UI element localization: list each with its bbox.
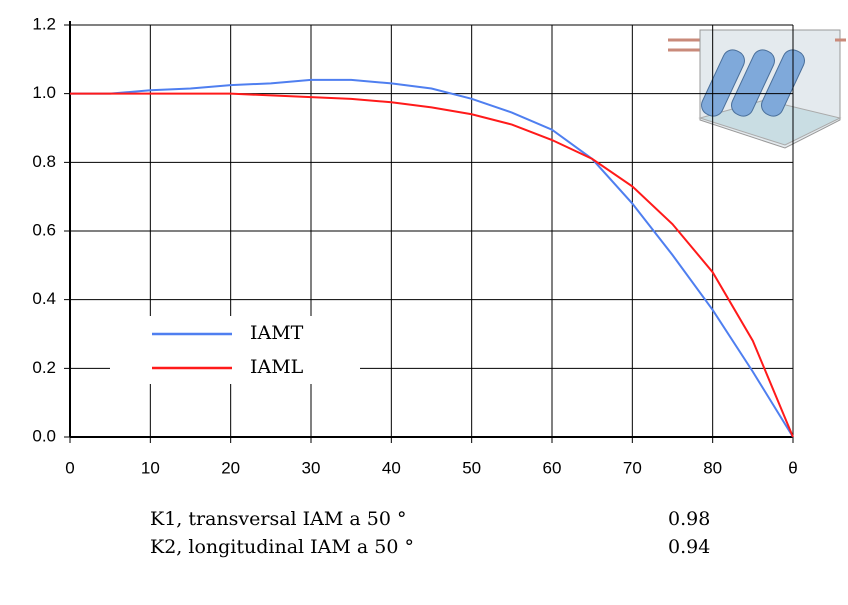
x-tick-label: 60 (543, 458, 562, 477)
x-tick-label: 70 (623, 458, 642, 477)
legend-box (110, 316, 360, 384)
table-label: K1, transversal IAM a 50 ° (150, 508, 406, 530)
y-tick-label: 1.0 (32, 83, 56, 102)
x-tick-label: 40 (382, 458, 401, 477)
y-tick-label: 0.6 (32, 220, 56, 239)
line-series (70, 78, 794, 438)
legend-label: IAML (250, 356, 304, 378)
table-value: 0.98 (668, 508, 710, 530)
y-tick-label: 0.4 (32, 289, 56, 308)
x-tick-label: 20 (221, 458, 240, 477)
x-tick-label: θ (788, 458, 797, 477)
y-tick-label: 0.0 (32, 426, 56, 445)
x-tick-label: 30 (302, 458, 321, 477)
table-value: 0.94 (668, 536, 710, 558)
y-tick-label: 0.8 (32, 152, 56, 171)
table-label: K2, longitudinal IAM a 50 ° (150, 536, 414, 558)
x-tick-label: 0 (65, 458, 74, 477)
legend-label: IAMT (250, 322, 304, 344)
line-series (70, 92, 794, 438)
y-tick-label: 1.2 (32, 14, 56, 33)
y-tick-label: 0.2 (32, 358, 56, 377)
x-tick-label: 50 (462, 458, 481, 477)
collector-icon (668, 29, 846, 149)
x-tick-label: 80 (703, 458, 722, 477)
x-tick-label: 10 (141, 458, 160, 477)
